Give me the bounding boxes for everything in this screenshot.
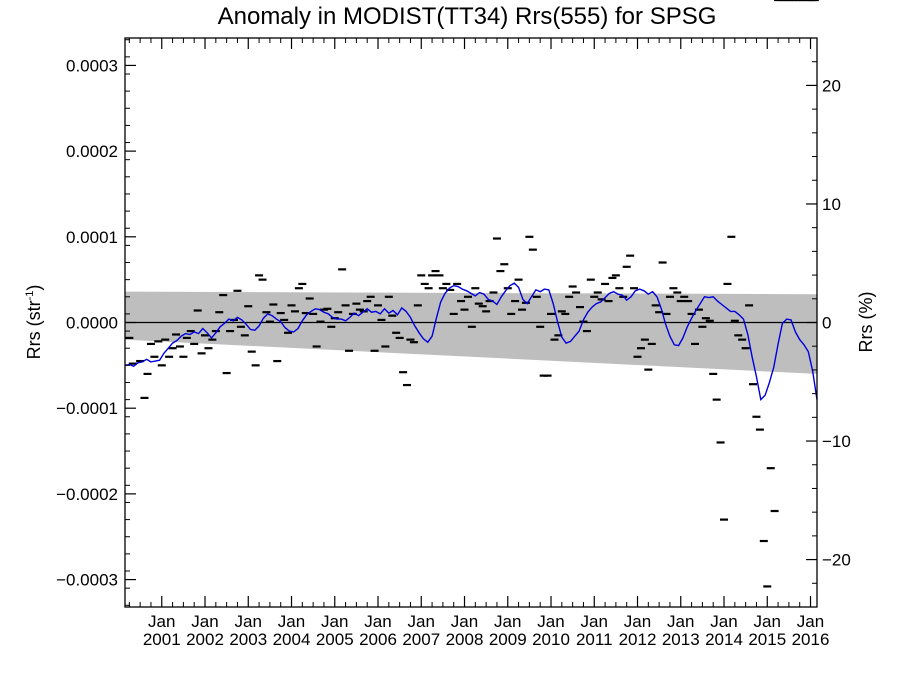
x-tick-label-month: Jan	[321, 612, 348, 631]
uncertainty-band-layer	[125, 291, 817, 374]
y-tick-label-right: −10	[822, 432, 851, 451]
y-tick-label-left: −0.0002	[56, 485, 118, 504]
x-tick-label-year: 2010	[532, 630, 570, 649]
y-tick-label-left: 0.0002	[66, 142, 118, 161]
x-tick-label-month: Jan	[494, 612, 521, 631]
x-tick-label-month: Jan	[537, 612, 564, 631]
y-tick-label-left: 0.0001	[66, 228, 118, 247]
x-tick-label-year: 2005	[316, 630, 354, 649]
y-axis-label-left-main: Rrs (str	[24, 300, 44, 359]
x-tick-label-month: Jan	[148, 612, 175, 631]
x-tick-label-year: 2013	[662, 630, 700, 649]
x-tick-label-year: 2007	[402, 630, 440, 649]
x-tick-label-month: Jan	[235, 612, 262, 631]
y-tick-label-right: −20	[822, 551, 851, 570]
y-tick-label-left: 0.0003	[66, 56, 118, 75]
y-axis-label-right: Rrs (%)	[856, 292, 876, 353]
y-axis-label-left-tail: )	[24, 285, 44, 291]
x-tick-label-month: Jan	[754, 612, 781, 631]
x-tick-label-month: Jan	[624, 612, 651, 631]
y-axis-label-left-sup: -1	[24, 291, 36, 301]
y-tick-label-left: −0.0003	[56, 571, 118, 590]
x-tick-label-year: 2016	[792, 630, 830, 649]
y-tick-label-left: 0.0000	[66, 314, 118, 333]
x-tick-label-month: Jan	[667, 612, 694, 631]
x-tick-label-year: 2012	[619, 630, 657, 649]
y-tick-label-left: −0.0001	[56, 399, 118, 418]
x-tick-label-year: 2015	[748, 630, 786, 649]
x-tick-label-month: Jan	[408, 612, 435, 631]
x-tick-label-month: Jan	[191, 612, 218, 631]
monthly-marks-layer	[125, 0, 819, 588]
x-tick-label-year: 2011	[576, 630, 613, 649]
y-tick-label-right: 20	[822, 76, 841, 95]
x-tick-label-year: 2008	[446, 630, 484, 649]
x-tick-label-month: Jan	[451, 612, 478, 631]
y-axis-label-left: Rrs (str-1)	[24, 285, 44, 360]
y-tick-label-right: 0	[822, 314, 831, 333]
x-tick-label-month: Jan	[710, 612, 737, 631]
x-tick-label-year: 2009	[489, 630, 527, 649]
smoothed-line-layer	[124, 282, 818, 402]
x-tick-label-month: Jan	[797, 612, 824, 631]
x-tick-label-year: 2006	[359, 630, 397, 649]
axes-layer: −0.0003 −0.0002 −0.0001 0.0000 0.0001 0.0002 0…	[56, 37, 851, 649]
x-tick-label-year: 2003	[229, 630, 267, 649]
x-tick-label-year: 2001	[143, 630, 181, 649]
x-tick-label-month: Jan	[364, 612, 391, 631]
x-tick-label-year: 2002	[186, 630, 224, 649]
uncertainty-band	[125, 291, 817, 374]
y-tick-label-right: 10	[822, 195, 841, 214]
x-tick-label-year: 2014	[705, 630, 743, 649]
x-tick-label-year: 2004	[273, 630, 311, 649]
chart-title: Anomaly in MODIST(TT34) Rrs(555) for SPS…	[218, 3, 717, 30]
x-tick-label-month: Jan	[581, 612, 608, 631]
smoothed-anomaly-line	[124, 282, 818, 402]
x-tick-label-month: Jan	[278, 612, 305, 631]
